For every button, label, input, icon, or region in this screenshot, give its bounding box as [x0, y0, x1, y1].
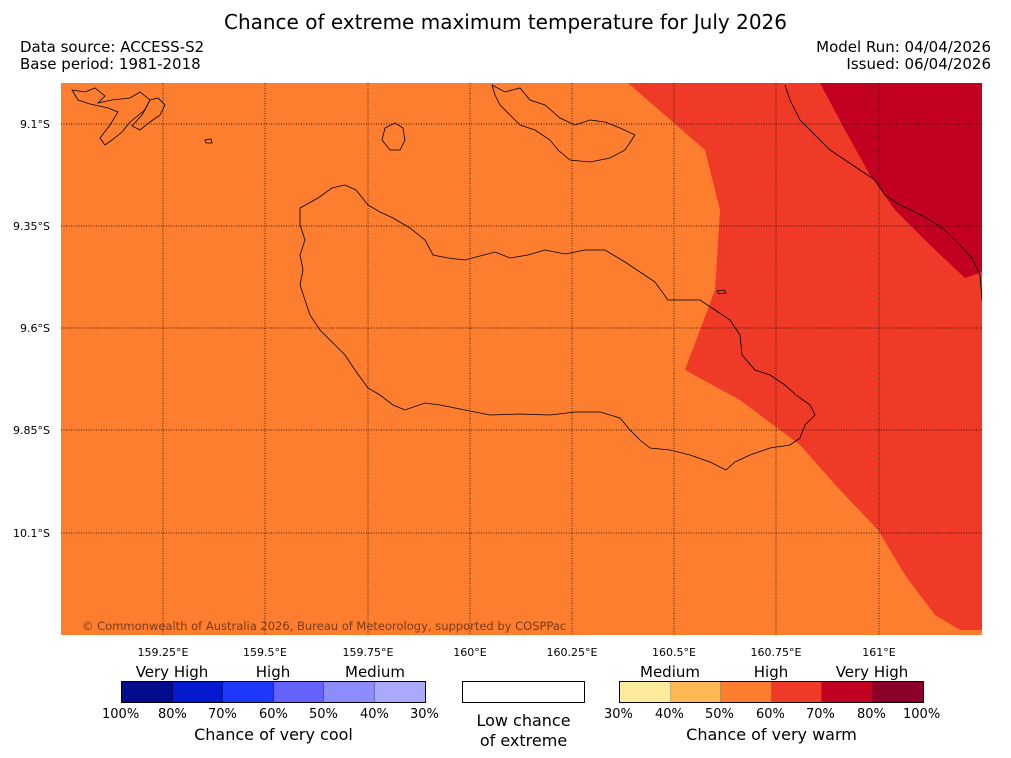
cool-swatch	[223, 682, 274, 702]
meta-left: Data source: ACCESS-S2 Base period: 1981…	[20, 39, 204, 73]
coastline-northwest-islands-2	[131, 97, 166, 131]
lat-label: 9.35°S	[13, 220, 50, 233]
warm-tick: 60%	[756, 707, 785, 722]
lon-label: 160.75°E	[751, 646, 802, 659]
coastline-north-islands	[491, 84, 636, 163]
warm-category-very-high: Very High	[835, 663, 909, 681]
lat-label: 10.1°S	[13, 527, 50, 540]
neutral-swatch	[462, 681, 585, 703]
coastline-islet	[204, 138, 213, 144]
graticule	[61, 83, 982, 635]
cool-tick: 80%	[158, 707, 187, 722]
coastline-northeast-island	[784, 84, 982, 301]
cool-tick: 70%	[208, 707, 237, 722]
cool-colorbar	[121, 681, 426, 703]
warm-category-medium: Medium	[640, 663, 700, 681]
lon-label: 159.5°E	[243, 646, 287, 659]
base-period: Base period: 1981-2018	[20, 55, 201, 73]
cool-tick: 100%	[102, 707, 140, 722]
cool-swatch	[173, 682, 223, 702]
lon-label: 160.25°E	[547, 646, 598, 659]
warm-swatch	[620, 682, 671, 702]
coastline-tiny-island	[716, 289, 727, 295]
cool-tick: 30%	[410, 707, 439, 722]
warm-tick: 70%	[806, 707, 835, 722]
neutral-legend-line1: Low chance	[476, 711, 571, 730]
cool-category-high: High	[255, 663, 291, 681]
issued-date: Issued: 06/04/2026	[846, 55, 991, 73]
cool-tick: 50%	[309, 707, 338, 722]
data-source: Data source: ACCESS-S2	[20, 38, 205, 56]
cool-category-very-high: Very High	[135, 663, 209, 681]
warm-swatch	[671, 682, 721, 702]
map-title: Chance of extreme maximum temperature fo…	[223, 10, 787, 34]
coastline-northwest-islands	[71, 87, 151, 146]
warm-tick: 50%	[705, 707, 734, 722]
lon-label: 160.5°E	[652, 646, 696, 659]
warm-swatch	[822, 682, 873, 702]
meta-right: Model Run: 04/04/2026 Issued: 06/04/2026	[816, 39, 991, 73]
warm-tick: 80%	[857, 707, 886, 722]
lon-label: 159.75°E	[343, 646, 394, 659]
probability-fill-very-high	[820, 83, 982, 278]
warm-swatch	[721, 682, 772, 702]
warm-swatch	[873, 682, 923, 702]
probability-fill-high	[628, 83, 982, 630]
cool-tick: 40%	[360, 707, 389, 722]
map-area	[61, 83, 982, 635]
warm-tick: 30%	[604, 707, 633, 722]
warm-colorbar	[619, 681, 924, 703]
lat-label: 9.6°S	[20, 322, 50, 335]
warm-swatch	[772, 682, 822, 702]
cool-category-medium: Medium	[345, 663, 405, 681]
model-run: Model Run: 04/04/2026	[816, 38, 991, 56]
lon-label: 161°E	[862, 646, 895, 659]
lon-label: 159.25°E	[138, 646, 189, 659]
cool-swatch	[375, 682, 425, 702]
cool-legend-title: Chance of very cool	[194, 725, 353, 744]
warm-tick: 40%	[655, 707, 684, 722]
longitude-labels: 159.25°E 159.5°E 159.75°E 160°E 160.25°E…	[138, 646, 896, 659]
lat-label: 9.1°S	[20, 118, 50, 131]
latitude-labels: 9.1°S 9.35°S 9.6°S 9.85°S 10.1°S	[13, 118, 50, 540]
lat-label: 9.85°S	[13, 424, 50, 437]
copyright-notice: © Commonwealth of Australia 2026, Bureau…	[82, 619, 566, 633]
cool-tick: 60%	[259, 707, 288, 722]
cool-swatch	[122, 682, 173, 702]
warm-tick: 100%	[903, 707, 941, 722]
neutral-legend-line2: of extreme	[479, 731, 568, 750]
warm-legend-title: Chance of very warm	[686, 725, 857, 744]
cool-swatch	[324, 682, 375, 702]
warm-category-high: High	[753, 663, 789, 681]
lon-label: 160°E	[453, 646, 486, 659]
cool-swatch	[274, 682, 324, 702]
